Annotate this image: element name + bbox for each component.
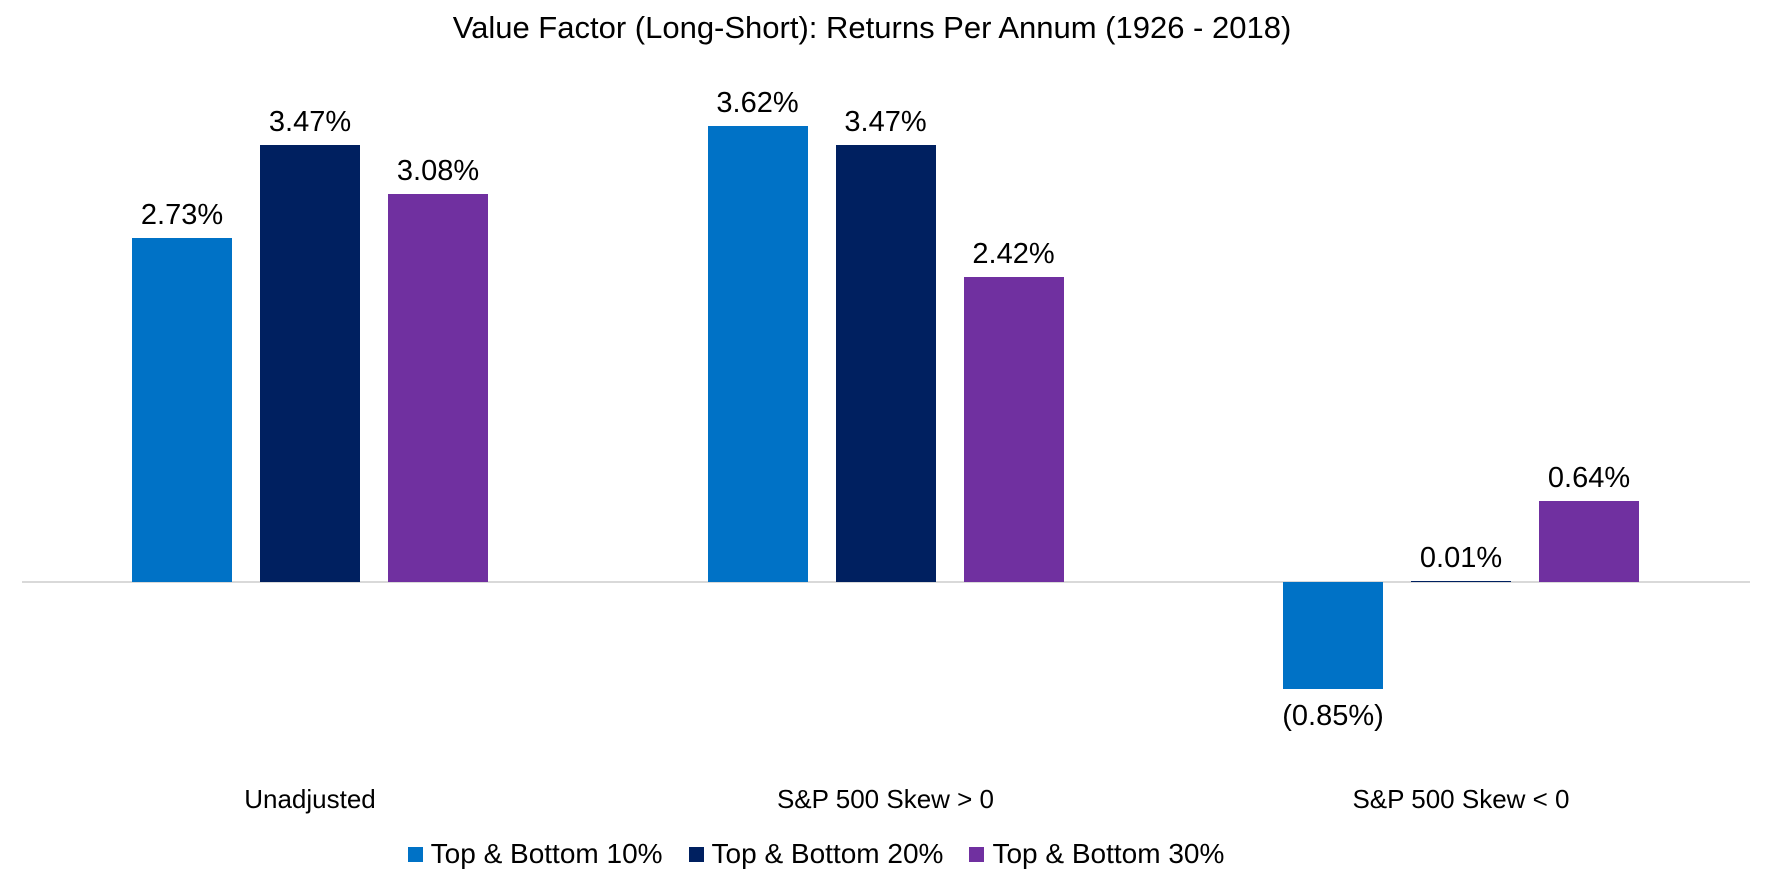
legend: Top & Bottom 10% Top & Bottom 20% Top & Bo…: [0, 838, 1772, 870]
bar-series1-cat2: [707, 126, 808, 582]
category-label-2: S&P 500 Skew > 0: [776, 784, 995, 814]
bar-series3-cat2: [963, 277, 1064, 582]
legend-item-2: Top & Bottom 20%: [688, 838, 944, 870]
value-label: 0.64%: [1547, 462, 1631, 494]
value-label: 3.47%: [268, 106, 352, 138]
bar-series2-cat3: [1411, 581, 1511, 582]
bar-series1-cat1: [132, 238, 232, 582]
value-label: 2.73%: [140, 199, 224, 231]
bar-series2-cat1: [260, 145, 360, 582]
value-label: 0.01%: [1419, 542, 1503, 574]
value-label: 2.42%: [972, 238, 1055, 270]
bar-series3-cat3: [1539, 501, 1639, 582]
value-label: 3.62%: [716, 87, 799, 119]
legend-swatch-icon: [688, 846, 704, 862]
category-label-1: Unadjusted: [244, 784, 376, 814]
value-label: (0.85%): [1282, 700, 1384, 732]
bar-series1-cat3: [1283, 582, 1383, 689]
legend-item-3: Top & Bottom 30%: [969, 838, 1224, 870]
chart-title: Value Factor (Long-Short): Returns Per A…: [452, 10, 1292, 45]
bar-series2-cat2: [835, 145, 936, 582]
legend-label: Top & Bottom 30%: [992, 838, 1225, 869]
legend-label: Top & Bottom 20%: [711, 838, 944, 869]
legend-swatch-icon: [969, 846, 985, 862]
x-axis-line: [22, 581, 1750, 583]
legend-label: Top & Bottom 10%: [430, 838, 663, 869]
legend-item-1: Top & Bottom 10%: [407, 838, 663, 870]
value-label: 3.08%: [396, 155, 480, 187]
legend-swatch-icon: [407, 846, 423, 862]
value-label: 3.47%: [844, 106, 927, 138]
category-label-3: S&P 500 Skew < 0: [1352, 784, 1570, 814]
bar-series3-cat1: [388, 194, 488, 582]
